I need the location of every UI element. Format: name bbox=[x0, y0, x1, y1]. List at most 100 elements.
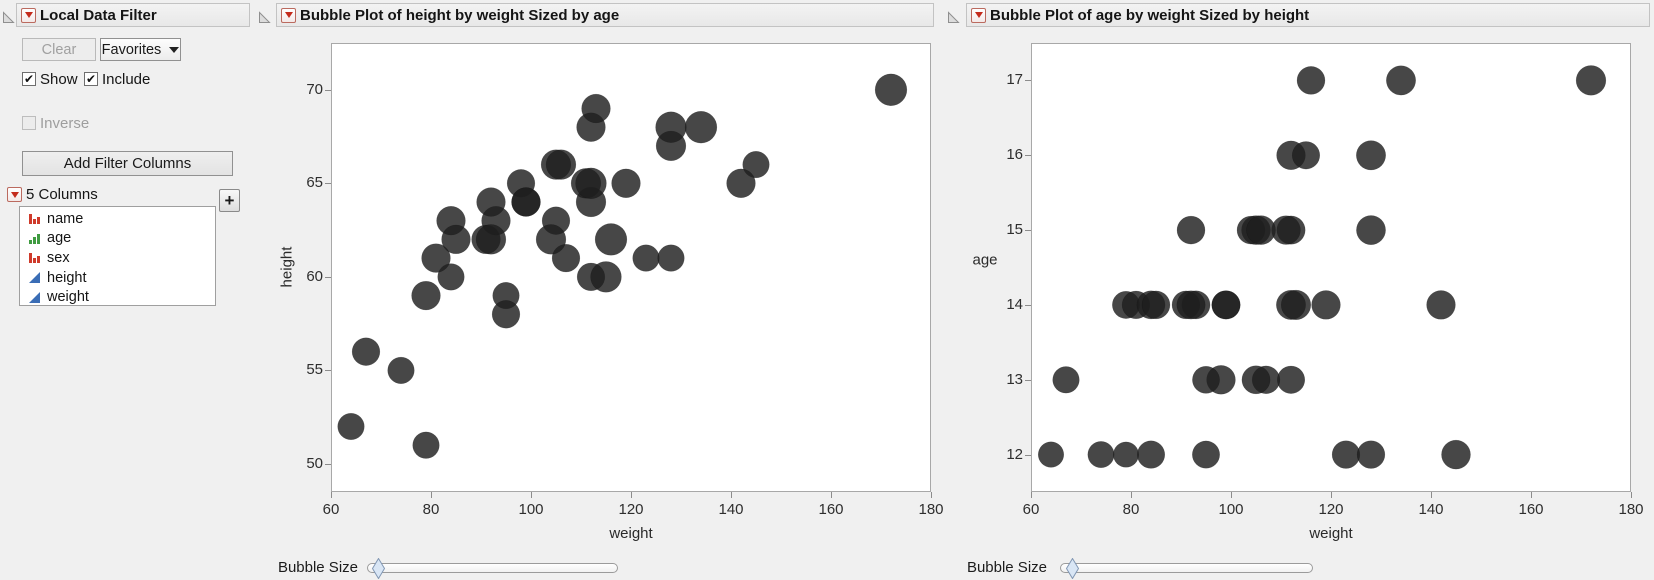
continuous-column-icon bbox=[29, 291, 40, 303]
bubble[interactable] bbox=[1113, 441, 1139, 468]
x-tick-mark bbox=[531, 492, 532, 498]
y-tick-label: 16 bbox=[1006, 146, 1023, 164]
disclosure-triangle-icon[interactable] bbox=[258, 11, 271, 24]
bubble[interactable] bbox=[351, 337, 381, 366]
x-tick-label: 60 bbox=[1022, 501, 1040, 518]
x-tick-label: 60 bbox=[322, 501, 340, 518]
slider-thumb[interactable] bbox=[1066, 558, 1080, 579]
bubble-size-slider[interactable] bbox=[367, 563, 618, 573]
bubble[interactable] bbox=[1386, 65, 1416, 96]
column-list-item[interactable]: sex bbox=[20, 248, 215, 268]
columns-count-label: 5 Columns bbox=[26, 186, 98, 203]
bubble[interactable] bbox=[581, 93, 611, 124]
x-tick-mark bbox=[1331, 492, 1332, 498]
bubble[interactable] bbox=[1291, 141, 1321, 170]
bubble[interactable] bbox=[1246, 215, 1276, 245]
bubble[interactable] bbox=[1087, 441, 1115, 469]
bubble[interactable] bbox=[1037, 441, 1065, 468]
show-checkbox[interactable]: ✔ bbox=[22, 72, 36, 86]
x-axis-label: weight bbox=[609, 525, 653, 542]
bubble[interactable] bbox=[1192, 440, 1220, 469]
bubble[interactable] bbox=[1241, 365, 1271, 395]
bubble[interactable] bbox=[1176, 215, 1206, 245]
x-tick-mark bbox=[731, 492, 732, 498]
bubble[interactable] bbox=[594, 223, 628, 256]
bubble[interactable] bbox=[337, 412, 365, 441]
include-checkbox[interactable]: ✔ bbox=[84, 72, 98, 86]
y-tick-label: 13 bbox=[1006, 370, 1023, 388]
bubble[interactable] bbox=[1192, 365, 1220, 394]
bubble[interactable] bbox=[411, 280, 441, 311]
bubble[interactable] bbox=[441, 224, 471, 255]
add-filter-columns-button[interactable]: Add Filter Columns bbox=[22, 151, 233, 176]
column-list-item[interactable]: name bbox=[20, 209, 215, 229]
column-list-item[interactable]: weight bbox=[20, 287, 215, 305]
bubble[interactable] bbox=[387, 356, 415, 384]
bubble[interactable] bbox=[655, 111, 687, 143]
bubble[interactable] bbox=[1271, 215, 1301, 245]
bubble[interactable] bbox=[1441, 439, 1471, 470]
x-tick-mark bbox=[1031, 492, 1032, 498]
height-by-weight-plot-area[interactable]: height weight Bubble Size 60 80 100 120 140 1… bbox=[278, 43, 944, 579]
bubble[interactable] bbox=[535, 224, 567, 255]
bubble[interactable] bbox=[412, 431, 440, 459]
y-tick-mark bbox=[1025, 454, 1031, 456]
bubble[interactable] bbox=[1311, 290, 1341, 320]
plot-title: Bubble Plot of height by weight Sized by… bbox=[300, 6, 620, 24]
bubble[interactable] bbox=[874, 73, 908, 106]
bubble[interactable] bbox=[475, 224, 507, 255]
bubble[interactable] bbox=[1052, 366, 1080, 394]
bubble[interactable] bbox=[657, 244, 685, 272]
bubble[interactable] bbox=[1136, 440, 1166, 469]
x-tick-label: 100 bbox=[1218, 501, 1244, 518]
age-by-weight-plot-area[interactable]: age weight Bubble Size 60 80 100 120 140 160 1… bbox=[967, 43, 1644, 579]
slider-thumb[interactable] bbox=[371, 558, 385, 579]
x-tick-label: 80 bbox=[1122, 501, 1140, 518]
bubble-size-slider[interactable] bbox=[1060, 563, 1313, 573]
bubble[interactable] bbox=[1296, 66, 1326, 95]
bubble[interactable] bbox=[1426, 290, 1456, 320]
bubble[interactable] bbox=[632, 244, 660, 272]
bubble[interactable] bbox=[1141, 290, 1171, 320]
bubble[interactable] bbox=[575, 167, 607, 199]
y-tick-mark bbox=[1025, 304, 1031, 306]
disclosure-triangle-icon[interactable] bbox=[2, 11, 15, 24]
nominal-column-icon bbox=[29, 253, 40, 264]
bubble-canvas bbox=[1037, 65, 1607, 470]
bubble[interactable] bbox=[476, 187, 506, 217]
column-list-item[interactable]: height bbox=[20, 268, 215, 288]
include-checkbox-label: Include bbox=[102, 71, 151, 88]
bubble[interactable] bbox=[421, 243, 451, 273]
bubble[interactable] bbox=[545, 149, 577, 180]
red-triangle-menu-icon[interactable] bbox=[971, 7, 986, 23]
bubble[interactable] bbox=[1176, 290, 1206, 320]
bubble[interactable] bbox=[491, 300, 521, 329]
bubble[interactable] bbox=[611, 168, 641, 198]
add-column-button[interactable]: + bbox=[219, 189, 240, 212]
column-list-item[interactable]: age bbox=[20, 229, 215, 249]
red-triangle-menu-icon[interactable] bbox=[281, 7, 296, 23]
bubble[interactable] bbox=[1276, 365, 1306, 394]
bubble[interactable] bbox=[1211, 290, 1241, 320]
x-tick-mark bbox=[1231, 492, 1232, 498]
clear-button[interactable]: Clear bbox=[22, 38, 96, 61]
bubble[interactable] bbox=[511, 187, 541, 217]
bubble[interactable] bbox=[742, 151, 770, 179]
bubble[interactable] bbox=[1356, 140, 1386, 171]
bubble[interactable] bbox=[1356, 215, 1386, 245]
disclosure-triangle-icon[interactable] bbox=[947, 11, 960, 24]
bubble[interactable] bbox=[590, 261, 622, 293]
favorites-button[interactable]: Favorites bbox=[100, 38, 181, 61]
inverse-checkbox[interactable] bbox=[22, 116, 36, 130]
bubble[interactable] bbox=[1356, 440, 1386, 469]
bubble[interactable] bbox=[684, 111, 718, 144]
x-tick-mark bbox=[331, 492, 332, 498]
bubble[interactable] bbox=[437, 263, 465, 291]
x-tick-label: 140 bbox=[718, 501, 744, 518]
bubble[interactable] bbox=[726, 168, 756, 198]
bubble[interactable] bbox=[1280, 289, 1312, 320]
red-triangle-menu-icon[interactable] bbox=[21, 7, 36, 23]
bubble[interactable] bbox=[1331, 440, 1361, 469]
bubble[interactable] bbox=[1575, 65, 1607, 96]
red-triangle-menu-icon[interactable] bbox=[7, 187, 22, 202]
